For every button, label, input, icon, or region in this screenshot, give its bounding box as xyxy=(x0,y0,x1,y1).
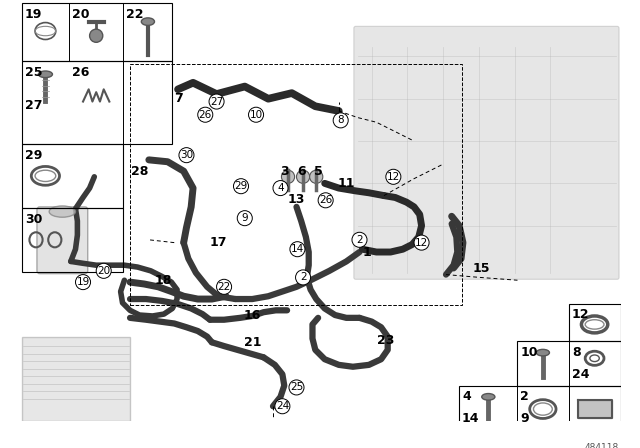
Bar xyxy=(22,3,172,61)
Text: 14: 14 xyxy=(462,412,479,425)
Text: 6: 6 xyxy=(297,165,305,178)
Text: 23: 23 xyxy=(377,334,394,347)
Ellipse shape xyxy=(590,355,599,362)
Circle shape xyxy=(198,107,212,122)
Text: 29: 29 xyxy=(25,149,42,162)
Text: 17: 17 xyxy=(210,236,227,249)
Circle shape xyxy=(352,232,367,247)
Text: 19: 19 xyxy=(76,277,90,287)
Text: 2: 2 xyxy=(520,390,529,403)
Text: 4: 4 xyxy=(462,390,471,403)
Text: 22: 22 xyxy=(218,282,230,292)
Text: 484118: 484118 xyxy=(585,443,619,448)
Circle shape xyxy=(290,241,305,257)
Text: 24: 24 xyxy=(572,368,589,381)
Text: 18: 18 xyxy=(154,274,172,287)
Text: 13: 13 xyxy=(288,193,305,206)
Text: 12: 12 xyxy=(572,308,589,322)
Text: 3: 3 xyxy=(280,165,289,178)
FancyBboxPatch shape xyxy=(37,207,88,274)
Text: 27: 27 xyxy=(25,99,42,112)
Bar xyxy=(130,64,462,305)
Ellipse shape xyxy=(141,18,154,26)
Text: 7: 7 xyxy=(175,92,183,105)
Text: 8: 8 xyxy=(337,116,344,125)
Bar xyxy=(518,341,621,386)
Circle shape xyxy=(282,170,294,183)
Text: 10: 10 xyxy=(520,346,538,359)
Ellipse shape xyxy=(38,71,52,78)
Ellipse shape xyxy=(536,349,550,356)
FancyBboxPatch shape xyxy=(354,26,619,279)
Text: 30: 30 xyxy=(25,212,42,225)
Text: 25: 25 xyxy=(25,66,42,79)
Circle shape xyxy=(96,263,111,278)
Circle shape xyxy=(76,275,90,290)
Text: 26: 26 xyxy=(198,110,212,120)
Text: 26: 26 xyxy=(319,195,332,205)
Circle shape xyxy=(386,169,401,184)
Ellipse shape xyxy=(49,206,76,217)
Circle shape xyxy=(273,181,288,196)
Polygon shape xyxy=(578,400,611,418)
Text: 26: 26 xyxy=(72,66,89,79)
Text: 2: 2 xyxy=(300,272,307,282)
Text: 20: 20 xyxy=(97,266,110,276)
Circle shape xyxy=(414,235,429,250)
Text: 19: 19 xyxy=(25,8,42,21)
Text: 14: 14 xyxy=(291,244,304,254)
Circle shape xyxy=(209,94,224,109)
Text: 1: 1 xyxy=(363,246,371,258)
Text: 27: 27 xyxy=(210,97,223,107)
Text: 20: 20 xyxy=(72,8,89,21)
Text: 8: 8 xyxy=(572,346,580,359)
Text: 30: 30 xyxy=(180,150,193,160)
Circle shape xyxy=(275,399,290,414)
Text: 9: 9 xyxy=(241,213,248,223)
Circle shape xyxy=(90,29,103,42)
Text: 2: 2 xyxy=(356,235,363,245)
Ellipse shape xyxy=(482,393,495,400)
Text: 25: 25 xyxy=(290,383,303,392)
Text: 9: 9 xyxy=(520,412,529,425)
Circle shape xyxy=(179,148,194,163)
Circle shape xyxy=(237,211,252,226)
Circle shape xyxy=(216,279,232,294)
Bar xyxy=(22,208,124,272)
Text: 12: 12 xyxy=(387,172,400,182)
Text: 22: 22 xyxy=(126,8,144,21)
Circle shape xyxy=(318,193,333,208)
Text: 11: 11 xyxy=(337,177,355,190)
Text: 15: 15 xyxy=(473,262,490,275)
Circle shape xyxy=(289,380,304,395)
Circle shape xyxy=(248,107,264,122)
Text: 5: 5 xyxy=(314,165,323,178)
Bar xyxy=(459,386,621,437)
Text: 4: 4 xyxy=(277,183,284,193)
Circle shape xyxy=(296,270,310,285)
Text: 29: 29 xyxy=(234,181,248,191)
Bar xyxy=(22,61,172,144)
Circle shape xyxy=(333,113,348,128)
Bar xyxy=(22,336,130,421)
Text: 28: 28 xyxy=(131,165,148,178)
Circle shape xyxy=(310,170,323,183)
Text: 21: 21 xyxy=(244,336,261,349)
Bar xyxy=(22,144,124,208)
Bar xyxy=(569,304,621,341)
Circle shape xyxy=(296,170,310,183)
Text: 16: 16 xyxy=(244,310,261,323)
Circle shape xyxy=(234,179,248,194)
Text: 24: 24 xyxy=(276,401,289,411)
Text: 10: 10 xyxy=(250,110,262,120)
Text: 12: 12 xyxy=(415,237,428,248)
